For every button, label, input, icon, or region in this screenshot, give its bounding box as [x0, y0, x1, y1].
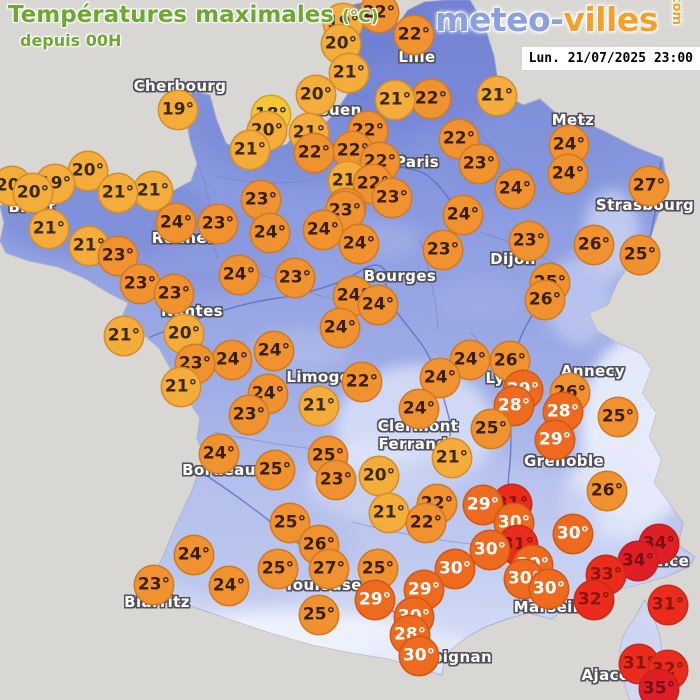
title-text: Températures maximales	[8, 2, 334, 28]
page-title: Températures maximales (°C)	[8, 2, 379, 28]
title-block: Températures maximales (°C) depuis 00H	[8, 2, 379, 50]
logo-meteo-part: meteo-	[435, 0, 564, 39]
logo-villes-part: villes	[563, 0, 658, 39]
page-subtitle: depuis 00H	[20, 31, 122, 50]
meteo-villes-logo[interactable]: meteo-villes .com	[435, 0, 694, 39]
timestamp-box: Lun. 21/07/2025 23:00	[521, 47, 700, 70]
title-unit: (°C)	[342, 7, 379, 27]
logo-com-suffix: .com	[668, 0, 684, 26]
